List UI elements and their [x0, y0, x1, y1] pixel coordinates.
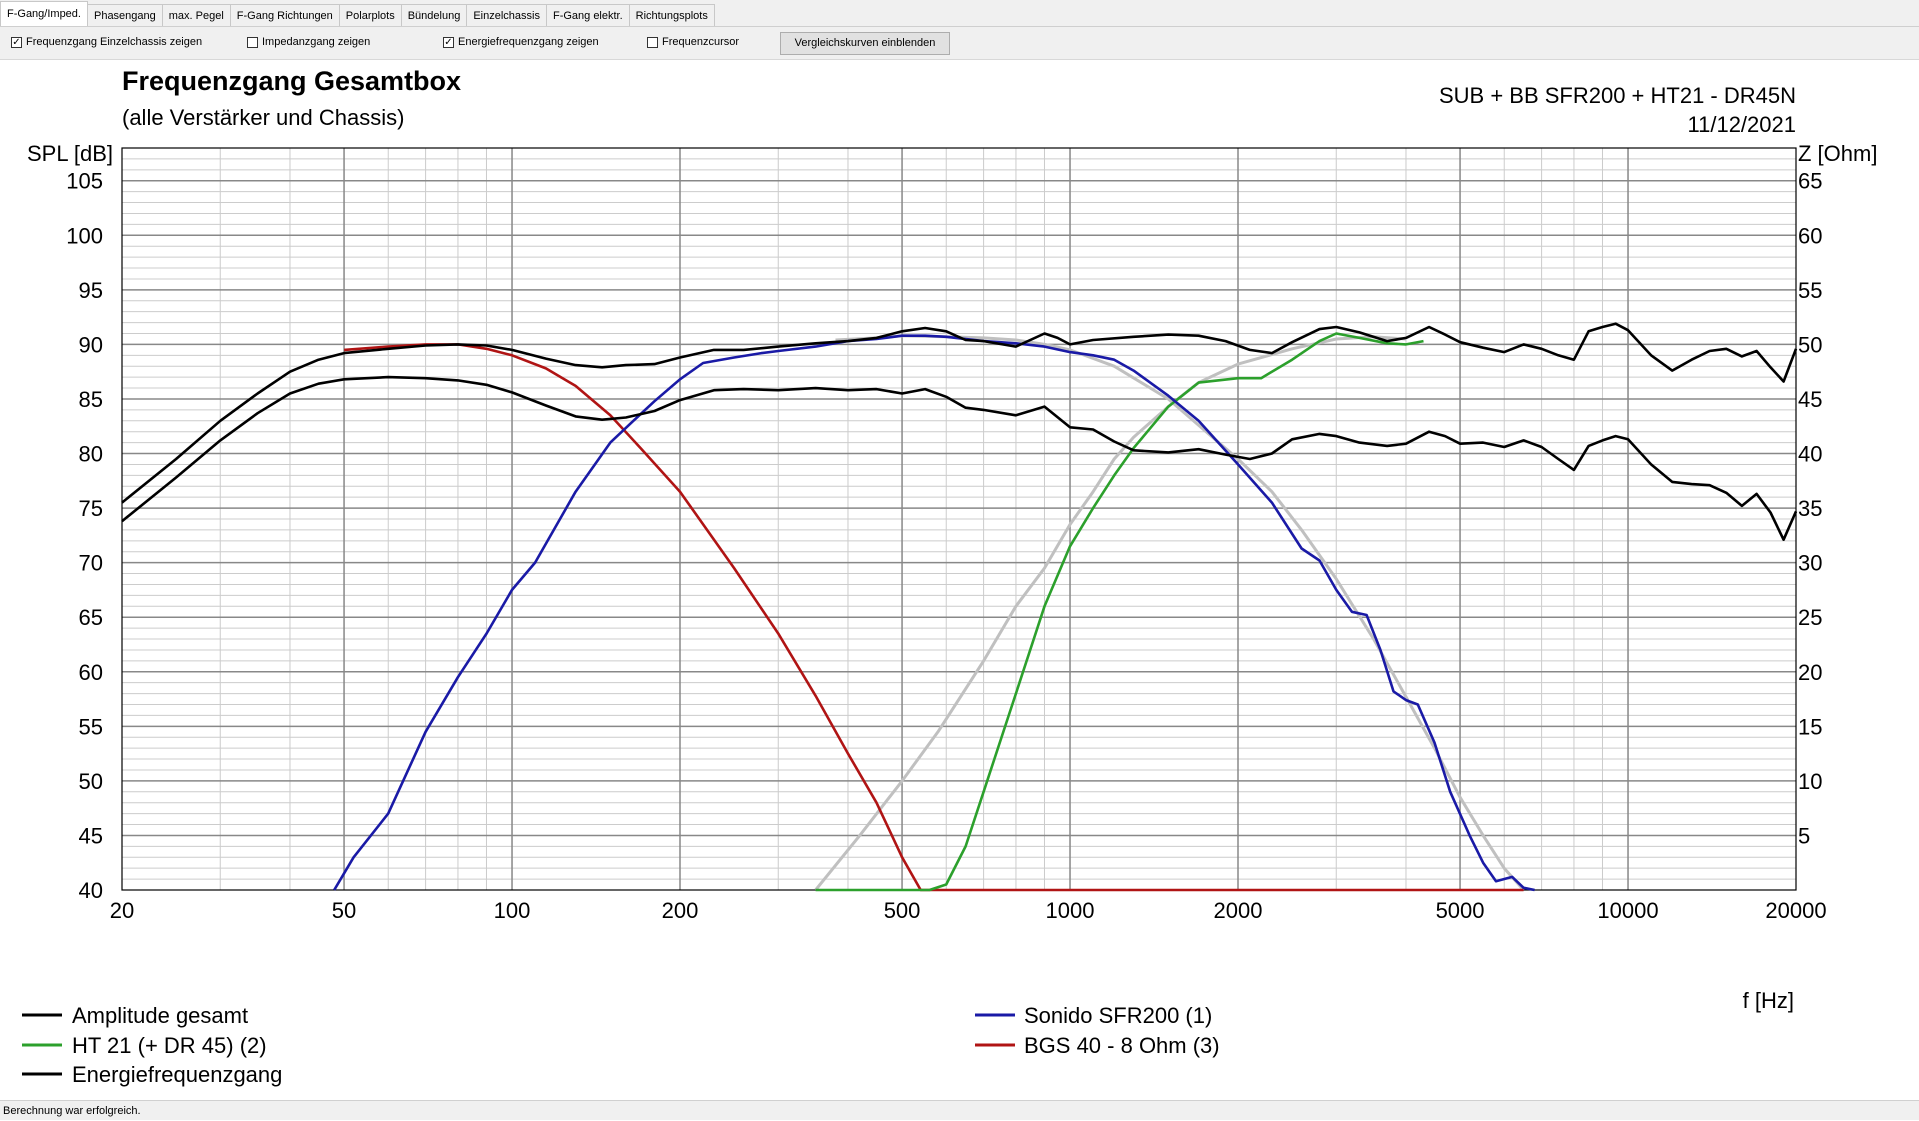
legend-sfr200: Sonido SFR200 (1)	[1024, 1003, 1212, 1028]
y2-tick-label: 10	[1798, 769, 1822, 794]
tab-polarplots[interactable]: Polarplots	[338, 4, 402, 26]
y-tick-label: 45	[79, 823, 103, 848]
y2-tick-label: 60	[1798, 223, 1822, 248]
y2-tick-label: 35	[1798, 496, 1822, 521]
y-tick-label: 55	[79, 714, 103, 739]
series-line-energiefrequenzgang	[121, 375, 1798, 542]
option-energie[interactable]: ✓ Energiefrequenzgang zeigen	[443, 36, 599, 48]
y2-tick-label: 5	[1798, 823, 1810, 848]
x-tick-label: 50	[332, 898, 356, 923]
y-axis-label: SPL [dB]	[27, 141, 113, 166]
y-tick-label: 95	[79, 278, 103, 303]
y-tick-label: 75	[79, 496, 103, 521]
y2-tick-label: 30	[1798, 551, 1822, 576]
y2-tick-label: 15	[1798, 714, 1822, 739]
tab-max-pegel[interactable]: max. Pegel	[161, 4, 231, 26]
einzelchassis-label: Frequenzgang Einzelchassis zeigen	[26, 36, 203, 48]
tab-buendelung[interactable]: Bündelung	[400, 4, 468, 26]
y-tick-label: 90	[79, 332, 103, 357]
chart-legend: Amplitude gesamt HT 21 (+ DR 45) (2) Ene…	[22, 1003, 1220, 1087]
x-tick-label: 500	[884, 898, 921, 923]
tab-bar: F-Gang/Imped. Phasengang max. Pegel F-Ga…	[0, 0, 1919, 27]
frequency-response-chart: 40 45 50 55 60 65 70 75 80 85 90 95 100 105 5 10 15 20 25 3…	[22, 66, 1877, 1087]
y2-tick-label: 50	[1798, 332, 1822, 357]
option-cursor[interactable]: Frequenzcursor	[647, 36, 739, 48]
chart-series	[121, 322, 1798, 892]
impedanz-checkbox[interactable]	[247, 36, 258, 48]
series-line-ht-21-dr-45-2	[815, 332, 1424, 892]
tab-einzelchassis[interactable]: Einzelchassis	[466, 4, 547, 26]
tab-richtungsplots[interactable]: Richtungsplots	[628, 4, 715, 26]
x-tick-label: 10000	[1597, 898, 1658, 923]
legend-ht21: HT 21 (+ DR 45) (2)	[72, 1033, 267, 1058]
y-tick-label: 105	[66, 169, 103, 194]
y2-tick-label: 55	[1798, 278, 1822, 303]
cursor-checkbox[interactable]	[647, 36, 658, 48]
cursor-label: Frequenzcursor	[662, 36, 740, 48]
option-impedanz[interactable]: Impedanzgang zeigen	[247, 36, 370, 48]
impedanz-label: Impedanzgang zeigen	[262, 36, 371, 48]
legend-bgs40: BGS 40 - 8 Ohm (3)	[1024, 1033, 1220, 1058]
einzelchassis-checkbox[interactable]: ✓	[11, 36, 22, 48]
chart-subtitle: (alle Verstärker und Chassis)	[122, 105, 404, 130]
series-line-sonido-sfr200-1	[333, 334, 1535, 892]
series-line-vergleich-gesamt	[814, 335, 1407, 891]
series-line-amplitude-gesamt	[121, 322, 1798, 504]
x-tick-label: 20000	[1765, 898, 1826, 923]
y2-tick-label: 20	[1798, 660, 1822, 685]
chart-grid	[122, 148, 1796, 890]
tab-phasengang[interactable]: Phasengang	[86, 4, 163, 26]
y-tick-label: 65	[79, 605, 103, 630]
chart-info-line1: SUB + BB SFR200 + HT21 - DR45N	[1439, 83, 1796, 108]
energie-label: Energiefrequenzgang zeigen	[458, 36, 599, 48]
option-einzelchassis[interactable]: ✓ Frequenzgang Einzelchassis zeigen	[11, 36, 202, 48]
x-tick-label: 100	[494, 898, 531, 923]
legend-energie: Energiefrequenzgang	[72, 1062, 282, 1087]
tab-fgang-richtungen[interactable]: F-Gang Richtungen	[229, 4, 340, 26]
y2-axis-label: Z [Ohm]	[1798, 141, 1877, 166]
x-tick-label: 20	[110, 898, 134, 923]
status-bar: Berechnung war erfolgreich.	[0, 1100, 1919, 1120]
y2-tick-label: 45	[1798, 387, 1822, 412]
chart-title: Frequenzgang Gesamtbox	[122, 66, 461, 96]
x-axis-label: f [Hz]	[1743, 988, 1794, 1013]
x-tick-label: 5000	[1436, 898, 1485, 923]
energie-checkbox[interactable]: ✓	[443, 36, 454, 48]
series-line-vergleich-tief	[835, 334, 1525, 891]
y-tick-label: 40	[79, 878, 103, 903]
chart-area: 40 45 50 55 60 65 70 75 80 85 90 95 100 105 5 10 15 20 25 3…	[0, 60, 1919, 1100]
x-tick-label: 200	[662, 898, 699, 923]
legend-amplitude: Amplitude gesamt	[72, 1003, 248, 1028]
tab-fgang-imped[interactable]: F-Gang/Imped.	[0, 1, 88, 26]
options-bar: ✓ Frequenzgang Einzelchassis zeigen Impe…	[0, 27, 1919, 60]
series-line-bgs-40-8-ohm-3	[344, 343, 1524, 892]
tab-fgang-elektr[interactable]: F-Gang elektr.	[545, 4, 630, 26]
y2-tick-label: 40	[1798, 442, 1822, 467]
axis-ticks: 40 45 50 55 60 65 70 75 80 85 90 95 100 105 5 10 15 20 25 3…	[66, 169, 1826, 923]
y2-tick-label: 65	[1798, 169, 1822, 194]
y-tick-label: 50	[79, 769, 103, 794]
y2-tick-label: 25	[1798, 605, 1822, 630]
x-tick-label: 2000	[1214, 898, 1263, 923]
compare-curves-button[interactable]: Vergleichskurven einblenden	[780, 32, 950, 55]
y-tick-label: 100	[66, 223, 103, 248]
y-tick-label: 85	[79, 387, 103, 412]
x-tick-label: 1000	[1046, 898, 1095, 923]
y-tick-label: 60	[79, 660, 103, 685]
chart-info-line2: 11/12/2021	[1688, 112, 1796, 137]
y-tick-label: 70	[79, 551, 103, 576]
y-tick-label: 80	[79, 442, 103, 467]
